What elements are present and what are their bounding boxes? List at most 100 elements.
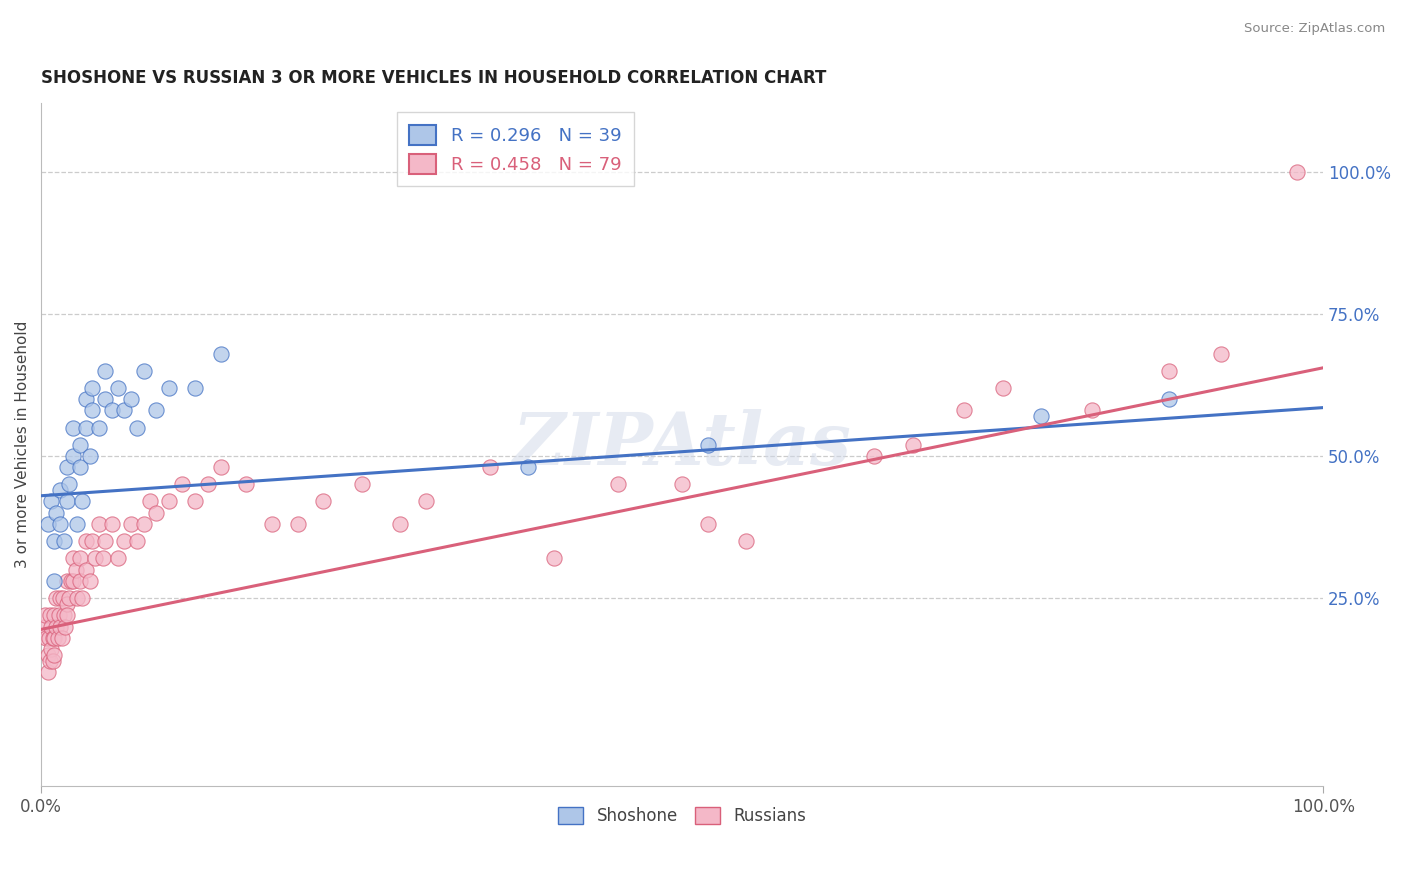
Point	[478, 460, 501, 475]
Point	[543, 551, 565, 566]
Point	[49, 619, 72, 633]
Point	[157, 381, 180, 395]
Point	[39, 608, 62, 623]
Point	[42, 648, 65, 662]
Point	[55, 597, 77, 611]
Point	[1159, 392, 1181, 406]
Point	[953, 403, 976, 417]
Point	[65, 563, 87, 577]
Point	[62, 420, 84, 434]
Point	[37, 665, 59, 679]
Point	[55, 460, 77, 475]
Point	[75, 392, 97, 406]
Point	[41, 494, 63, 508]
Point	[42, 574, 65, 588]
Y-axis label: 3 or more Vehicles in Household: 3 or more Vehicles in Household	[15, 321, 30, 568]
Point	[735, 534, 758, 549]
Point	[172, 477, 194, 491]
Point	[120, 392, 142, 406]
Point	[94, 392, 117, 406]
Point	[41, 619, 63, 633]
Point	[62, 551, 84, 566]
Point	[39, 654, 62, 668]
Point	[48, 608, 70, 623]
Point	[94, 534, 117, 549]
Text: ZIPAtlas: ZIPAtlas	[513, 409, 852, 480]
Point	[75, 534, 97, 549]
Point	[37, 648, 59, 662]
Point	[139, 494, 162, 508]
Point	[75, 420, 97, 434]
Point	[55, 494, 77, 508]
Point	[132, 517, 155, 532]
Point	[42, 534, 65, 549]
Point	[100, 403, 122, 417]
Point	[53, 534, 76, 549]
Point	[107, 551, 129, 566]
Point	[87, 420, 110, 434]
Point	[38, 631, 60, 645]
Point	[209, 460, 232, 475]
Point	[82, 381, 104, 395]
Point	[127, 420, 149, 434]
Point	[389, 517, 412, 532]
Point	[69, 551, 91, 566]
Point	[34, 608, 56, 623]
Point	[35, 631, 58, 645]
Point	[184, 494, 207, 508]
Point	[671, 477, 693, 491]
Point	[1159, 364, 1181, 378]
Point	[197, 477, 219, 491]
Point	[46, 631, 69, 645]
Point	[84, 551, 107, 566]
Point	[69, 437, 91, 451]
Point	[70, 494, 93, 508]
Point	[69, 460, 91, 475]
Point	[91, 551, 114, 566]
Point	[79, 449, 101, 463]
Point	[41, 631, 63, 645]
Point	[69, 574, 91, 588]
Point	[70, 591, 93, 606]
Point	[184, 381, 207, 395]
Point	[991, 381, 1014, 395]
Point	[42, 608, 65, 623]
Point	[517, 460, 540, 475]
Point	[312, 494, 335, 508]
Point	[607, 477, 630, 491]
Point	[52, 591, 75, 606]
Point	[79, 574, 101, 588]
Point	[59, 574, 82, 588]
Point	[62, 574, 84, 588]
Point	[1209, 346, 1232, 360]
Point	[87, 517, 110, 532]
Point	[132, 364, 155, 378]
Point	[66, 591, 89, 606]
Point	[58, 477, 80, 491]
Point	[45, 506, 67, 520]
Point	[350, 477, 373, 491]
Point	[235, 477, 257, 491]
Point	[114, 403, 136, 417]
Point	[82, 403, 104, 417]
Point	[37, 517, 59, 532]
Point	[287, 517, 309, 532]
Point	[209, 346, 232, 360]
Point	[49, 483, 72, 497]
Point	[1081, 403, 1104, 417]
Point	[62, 449, 84, 463]
Point	[55, 608, 77, 623]
Point	[100, 517, 122, 532]
Point	[127, 534, 149, 549]
Point	[696, 517, 718, 532]
Point	[32, 619, 55, 633]
Point	[696, 437, 718, 451]
Point	[45, 619, 67, 633]
Point	[145, 506, 167, 520]
Point	[1286, 164, 1309, 178]
Point	[1029, 409, 1052, 424]
Text: Source: ZipAtlas.com: Source: ZipAtlas.com	[1244, 22, 1385, 36]
Point	[49, 517, 72, 532]
Point	[53, 608, 76, 623]
Point	[55, 619, 77, 633]
